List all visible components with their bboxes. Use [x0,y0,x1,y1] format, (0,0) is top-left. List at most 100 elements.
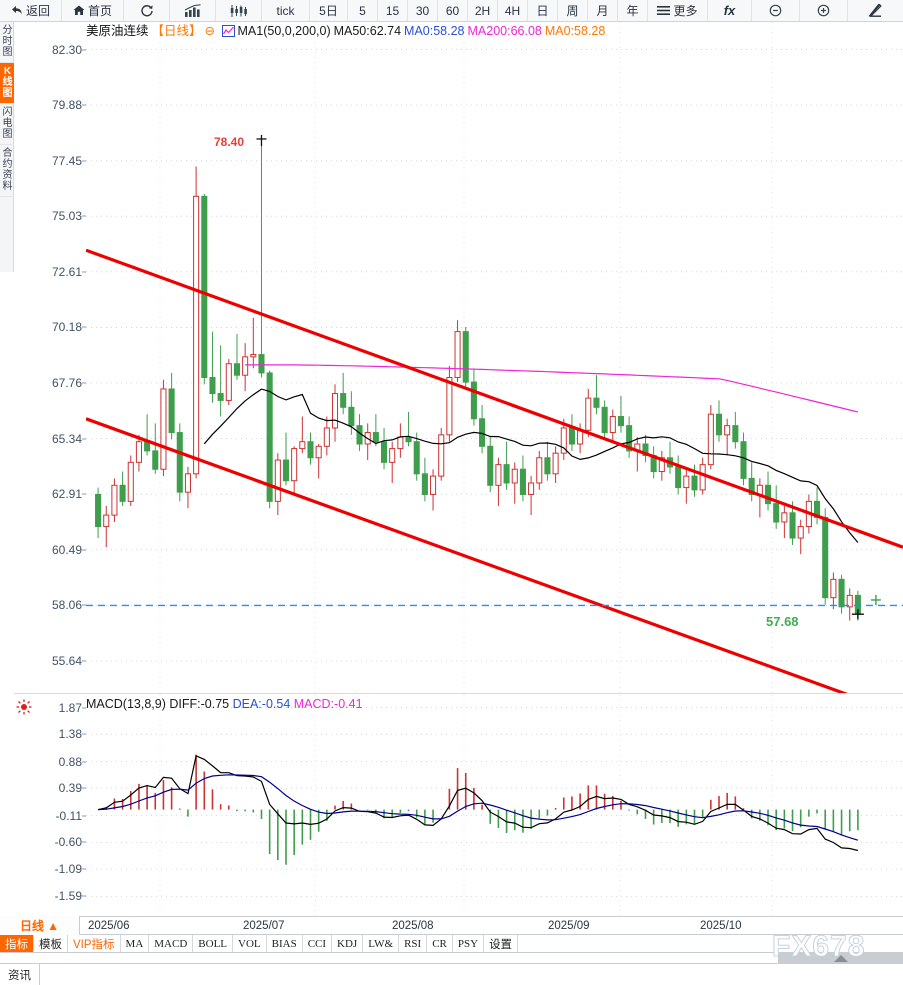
tick-label: tick [276,3,295,18]
tab-five-day[interactable]: 5日 [310,0,348,21]
price-axis-tick-mark [82,604,86,606]
date-tick-label: 2025/07 [243,920,285,932]
indicator-toolbar: 指标 模板 VIP指标 MA MACD BOLL VOL BIAS CCI KDJ LW& RSI CR… [0,935,903,953]
price-axis-tick-mark [82,493,86,495]
tab-period-2h[interactable]: 2H [468,0,498,21]
indicator-button-vip-[interactable]: VIP指标 [68,935,121,952]
indicator-button-macd[interactable]: MACD [149,935,194,952]
draw-tools-button[interactable] [848,0,903,21]
macd-dea-value: DEA:-0.54 [232,697,291,711]
candlestick-icon [229,4,249,18]
indicator-button-psy[interactable]: PSY [453,935,485,952]
indicator-button-lw-[interactable]: LW& [363,935,400,952]
tab-news[interactable]: 资讯 [0,964,40,985]
tab-period-15[interactable]: 15 [378,0,408,21]
sidebar-item-lightning[interactable]: 闪电图 [0,104,14,145]
macd-panel[interactable]: MACD(13,8,9) DIFF:-0.75 DEA:-0.54 MACD:-… [14,695,903,916]
macd-axis-tick-label: 1.87 [58,700,82,715]
tab-period-day[interactable]: 日 [528,0,558,21]
sidebar-item-timeshare[interactable]: 分时图 [0,22,14,63]
macd-axis-tick-mark [82,815,86,817]
tab-tick[interactable]: tick [262,0,310,21]
refresh-button[interactable] [124,0,170,21]
tab-period-year[interactable]: 年 [618,0,648,21]
indicator-button-label: CCI [307,937,327,950]
period-label: 60 [445,3,460,18]
price-axis-tick-label: 82.30 [51,42,82,57]
price-panel-header: 美原油连续 【日线】 ⊖ MA1(50,0,200,0) MA50:62.74 MA0:… [86,24,608,40]
indicator-button--[interactable]: 设置 [484,935,519,952]
indicator-button-label: VIP指标 [73,938,115,951]
macd-plot-area[interactable] [86,695,903,916]
indicator-button-cci[interactable]: CCI [303,935,333,952]
price-axis-tick-label: 72.61 [51,264,82,279]
formula-button[interactable]: fx [708,0,752,21]
zoom-in-icon [817,4,831,18]
indicator-button--[interactable]: 模板 [34,935,68,952]
left-sidebar: 分时图 K线图 闪电图 合约资料 [0,22,14,272]
macd-axis-tick-mark [82,707,86,709]
indicator-button-bias[interactable]: BIAS [267,935,303,952]
date-tick-label: 2025/10 [700,920,742,932]
tab-period-4h[interactable]: 4H [498,0,528,21]
macd-chart-svg [86,695,903,916]
price-chart-svg [86,22,903,693]
macd-axis-tick-label: 0.88 [58,754,82,769]
candlestick-button[interactable] [216,0,262,21]
indicator-button-rsi[interactable]: RSI [399,935,428,952]
zoom-out-button[interactable] [752,0,800,21]
indicator-button-label: LW& [368,937,394,950]
tab-period-60[interactable]: 60 [438,0,468,21]
indicator-button--[interactable]: 指标 [0,935,34,952]
indicator-button-label: 指标 [5,938,28,951]
indicator-button-label: RSI [404,937,422,950]
tab-period-week[interactable]: 周 [558,0,588,21]
period-label: 2H [474,3,491,18]
tab-period-5[interactable]: 5 [348,0,378,21]
period-selector[interactable]: 日线 ▲ [0,916,80,935]
scroll-arrow-icon[interactable] [834,955,848,962]
zoom-in-button[interactable] [800,0,848,21]
price-axis-tick-mark [82,271,86,273]
macd-axis-tick-label: -1.59 [54,889,82,904]
top-toolbar: 返回 首页 [0,0,903,22]
ma200-value: MA200:66.08 [467,24,542,38]
price-axis-tick-label: 55.64 [51,653,82,668]
more-button[interactable]: 更多 [648,0,708,21]
price-axis-tick-mark [82,104,86,106]
sidebar-item-kline[interactable]: K线图 [0,63,14,104]
tab-period-30[interactable]: 30 [408,0,438,21]
horizontal-scrollbar-track[interactable] [0,953,903,963]
price-plot-area[interactable] [86,22,903,693]
pencil-icon [868,3,883,18]
indicator-button-label: VOL [238,937,261,950]
price-axis-tick-mark [82,438,86,439]
indicator-bar-spacer [518,935,903,952]
sun-settings-icon[interactable] [16,699,32,715]
price-axis-tick-mark [82,326,86,328]
symbol-label: 美原油连续 [86,24,149,38]
sidebar-item-label: 合约资料 [2,148,13,192]
period-label: 【日线】 [151,24,202,38]
indicator-button-label: MA [125,937,144,950]
indicator-button-cr[interactable]: CR [427,935,453,952]
indicator-button-ma[interactable]: MA [121,935,150,952]
period-label: 月 [596,4,609,18]
price-axis-tick-label: 62.91 [51,487,82,502]
tab-period-month[interactable]: 月 [588,0,618,21]
ma0b-value: MA0:58.28 [544,24,606,38]
price-axis-tick-mark [82,160,86,162]
price-panel[interactable]: 美原油连续 【日线】 ⊖ MA1(50,0,200,0) MA50:62.74 MA0:… [14,22,903,694]
indicator-button-boll[interactable]: BOLL [193,935,234,952]
triangle-up-icon: ▲ [47,918,59,933]
back-label: 返回 [25,4,50,18]
bar-chart-button[interactable] [170,0,216,21]
collapse-icon[interactable]: ⊖ [204,24,216,38]
sidebar-item-contract-info[interactable]: 合约资料 [0,145,14,197]
home-button[interactable]: 首页 [62,0,124,21]
back-button[interactable]: 返回 [0,0,62,21]
indicator-button-kdj[interactable]: KDJ [332,935,364,952]
sidebar-item-label: 闪电图 [2,107,13,140]
period-label: 周 [566,4,579,18]
indicator-button-vol[interactable]: VOL [233,935,267,952]
